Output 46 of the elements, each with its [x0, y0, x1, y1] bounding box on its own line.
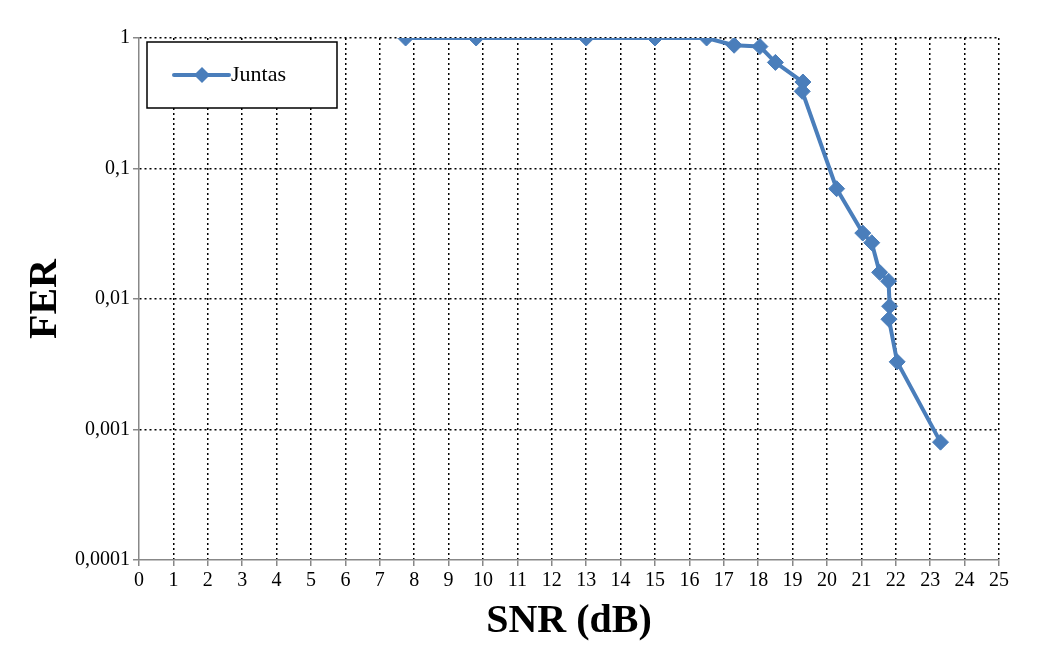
y-tick-label: 0,001 [85, 416, 130, 439]
x-tick-label: 12 [541, 568, 562, 591]
point [880, 310, 898, 328]
point [725, 38, 743, 54]
x-tick-label: 18 [748, 568, 769, 591]
y-tick-label: 1 [120, 25, 130, 48]
x-tick-label: 25 [989, 568, 1009, 591]
point [932, 433, 950, 451]
y-tick-label: 0,0001 [75, 547, 130, 570]
point [880, 272, 898, 290]
point [881, 297, 899, 315]
x-tick-label: 23 [920, 568, 941, 591]
x-tick-label: 7 [374, 568, 385, 591]
x-tick-label: 16 [679, 568, 700, 591]
x-tick-label: 1 [168, 568, 179, 591]
x-tick-label: 0 [134, 568, 144, 591]
x-tick-label: 20 [817, 568, 837, 591]
x-axis-title: SNR (dB) [486, 596, 652, 642]
x-tick-label: 2 [202, 568, 213, 591]
y-tick-label: 0,1 [105, 155, 130, 178]
x-tick-label: 3 [237, 568, 248, 591]
x-tick-label: 21 [851, 568, 872, 591]
x-tick-label: 5 [306, 568, 316, 591]
x-tick-label: 24 [954, 568, 975, 591]
x-tick-label: 19 [782, 568, 803, 591]
point [863, 234, 881, 252]
y-axis-title: FER [20, 257, 66, 339]
x-tick-label: 10 [473, 568, 493, 591]
x-tick-label: 13 [576, 568, 597, 591]
x-tick-label: 14 [610, 568, 631, 591]
point [766, 53, 784, 71]
x-tick-label: 9 [443, 568, 454, 591]
point [888, 353, 906, 371]
legend-label: Juntas [231, 60, 286, 86]
x-tick-label: 8 [409, 568, 420, 591]
x-tick-label: 6 [340, 568, 351, 591]
x-tick-label: 4 [271, 568, 282, 591]
x-tick-label: 11 [507, 568, 528, 591]
x-tick-label: 17 [713, 568, 734, 591]
point [828, 180, 846, 198]
y-tick-label: 0,01 [95, 286, 130, 309]
point [751, 38, 769, 56]
x-tick-label: 22 [885, 568, 906, 591]
x-tick-label: 15 [645, 568, 665, 591]
point [854, 224, 872, 242]
point [871, 263, 889, 281]
